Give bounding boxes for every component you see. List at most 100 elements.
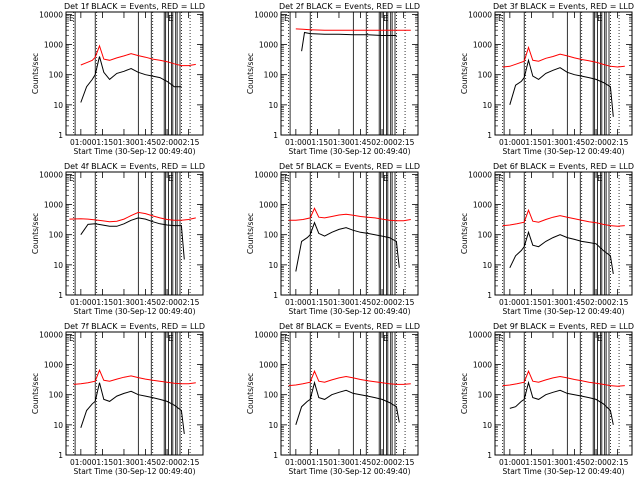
panel-title: Det 8f BLACK = Events, RED = LLD: [279, 322, 420, 331]
y-axis-label: Counts/sec: [31, 53, 40, 94]
y-tick-label: 100: [478, 71, 493, 80]
x-tick-label: 01:00: [499, 298, 521, 307]
panel-marker: E: [168, 14, 173, 23]
y-tick-label: 100: [264, 391, 279, 400]
x-tick-label: 01:00: [499, 458, 521, 467]
y-axis-label: Counts/sec: [460, 213, 469, 254]
panel-marker: E: [284, 14, 289, 23]
x-tick-label: 01:30: [542, 138, 564, 147]
y-tick-label: 100: [478, 231, 493, 240]
x-tick-label: 01:15: [92, 458, 114, 467]
y-tick-label: 1000: [259, 41, 278, 50]
plot-frame: [494, 11, 633, 136]
detector-panel: Det 5f BLACK = Events, RED = LLD 1 10 100 10…: [246, 162, 420, 316]
lld-series-line: [80, 44, 196, 67]
y-tick-label: 10: [268, 261, 278, 270]
x-tick-label: 01:45: [564, 138, 586, 147]
panel-title: Det 7f BLACK = Events, RED = LLD: [64, 322, 205, 331]
x-tick-label: 01:15: [92, 138, 114, 147]
lld-series-line: [69, 211, 196, 223]
y-tick-label: 10000: [254, 10, 278, 19]
panel-marker: E: [168, 174, 173, 183]
plot-frame: [280, 11, 419, 136]
y-axis-label: Counts/sec: [246, 213, 255, 254]
x-tick-label: 01:30: [328, 138, 350, 147]
events-series-line: [80, 382, 185, 434]
y-tick-label: 1: [487, 131, 492, 140]
x-tick-label: 01:15: [307, 138, 329, 147]
x-axis-label: Start Time (30-Sep-12 00:49:40): [289, 467, 411, 476]
y-tick-label: 10000: [39, 330, 63, 339]
x-tick-label: 01:30: [542, 458, 564, 467]
x-tick-label: 01:00: [499, 138, 521, 147]
y-tick-label: 10: [53, 261, 63, 270]
panel-marker: E: [69, 334, 74, 343]
x-tick-label: 01:00: [285, 458, 307, 467]
x-tick-label: 02:15: [393, 138, 415, 147]
x-tick-label: 01:30: [328, 298, 350, 307]
x-tick-label: 01:15: [521, 458, 543, 467]
x-tick-label: 02:15: [178, 298, 200, 307]
panel-title: Det 6f BLACK = Events, RED = LLD: [493, 162, 634, 171]
x-tick-label: 02:00: [371, 298, 393, 307]
panel-title: Det 5f BLACK = Events, RED = LLD: [279, 162, 420, 171]
events-series-line: [80, 56, 182, 103]
lld-series-line: [502, 369, 625, 387]
x-tick-label: 01:30: [113, 458, 135, 467]
x-tick-label: 02:00: [371, 458, 393, 467]
x-tick-label: 01:30: [113, 298, 135, 307]
x-tick-label: 01:45: [135, 138, 157, 147]
y-tick-label: 1000: [44, 361, 63, 370]
events-series-line: [301, 31, 397, 52]
x-tick-label: 01:30: [113, 138, 135, 147]
y-tick-label: 10000: [468, 330, 492, 339]
panel-title: Det 2f BLACK = Events, RED = LLD: [279, 2, 420, 11]
plot-frame: [65, 11, 204, 136]
panel-marker: E: [498, 334, 503, 343]
y-tick-label: 100: [264, 231, 279, 240]
panel-marker: E: [69, 174, 74, 183]
x-tick-label: 01:30: [542, 298, 564, 307]
x-tick-label: 02:00: [156, 298, 178, 307]
detector-panel: Det 8f BLACK = Events, RED = LLD 1 10 100 10…: [246, 322, 420, 476]
y-tick-label: 1: [487, 451, 492, 460]
panel-marker: E: [597, 334, 602, 343]
y-tick-label: 1: [273, 131, 278, 140]
panel-title: Det 1f BLACK = Events, RED = LLD: [64, 2, 205, 11]
x-axis-label: Start Time (30-Sep-12 00:49:40): [74, 307, 196, 316]
plot-frame: [280, 171, 419, 296]
panel-marker: E: [498, 174, 503, 183]
x-tick-label: 01:30: [328, 458, 350, 467]
x-tick-label: 01:45: [350, 138, 372, 147]
y-tick-label: 1: [487, 291, 492, 300]
x-tick-label: 02:00: [156, 138, 178, 147]
x-tick-label: 02:15: [607, 138, 629, 147]
lld-series-line: [295, 28, 411, 31]
y-tick-label: 100: [264, 71, 279, 80]
detector-panel: Det 7f BLACK = Events, RED = LLD 1 10 100 10…: [31, 322, 205, 476]
panel-title: Det 9f BLACK = Events, RED = LLD: [493, 322, 634, 331]
panel-title: Det 4f BLACK = Events, RED = LLD: [64, 162, 205, 171]
x-axis-label: Start Time (30-Sep-12 00:49:40): [289, 307, 411, 316]
x-axis-label: Start Time (30-Sep-12 00:49:40): [74, 467, 196, 476]
x-tick-label: 01:15: [521, 138, 543, 147]
x-tick-label: 02:00: [585, 138, 607, 147]
x-axis-label: Start Time (30-Sep-12 00:49:40): [289, 147, 411, 156]
panel-marker: E: [69, 14, 74, 23]
y-tick-label: 1000: [259, 201, 278, 210]
x-tick-label: 02:15: [178, 458, 200, 467]
plot-frame: [494, 171, 633, 296]
y-axis-label: Counts/sec: [31, 213, 40, 254]
x-tick-label: 01:45: [135, 458, 157, 467]
y-tick-label: 1: [58, 131, 63, 140]
detector-panel: Det 1f BLACK = Events, RED = LLD 1 10 100 10…: [31, 2, 205, 156]
panel-marker: E: [168, 334, 173, 343]
x-tick-label: 01:00: [70, 138, 92, 147]
panel-title: Det 3f BLACK = Events, RED = LLD: [493, 2, 634, 11]
panel-marker: E: [498, 14, 503, 23]
detector-panel: Det 2f BLACK = Events, RED = LLD 1 10 100 10…: [246, 2, 420, 156]
x-tick-label: 01:15: [92, 298, 114, 307]
panel-marker: E: [597, 14, 602, 23]
panel-marker: E: [383, 14, 388, 23]
